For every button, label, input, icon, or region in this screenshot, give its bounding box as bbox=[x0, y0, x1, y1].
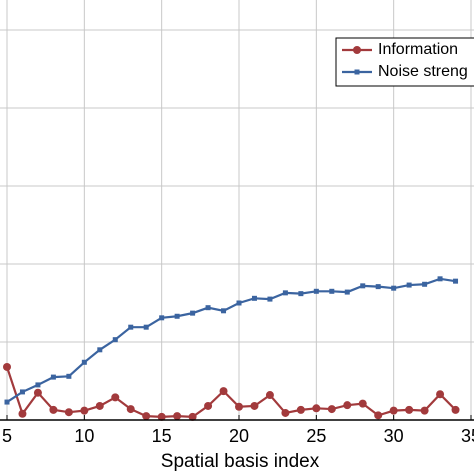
data-point bbox=[282, 290, 288, 296]
x-tick-label: 10 bbox=[74, 426, 94, 446]
data-point bbox=[437, 276, 443, 282]
data-point bbox=[221, 308, 227, 314]
x-tick-label: 5 bbox=[2, 426, 12, 446]
series-line bbox=[5, 366, 457, 418]
data-point bbox=[33, 388, 42, 397]
data-point bbox=[80, 406, 89, 415]
data-point bbox=[391, 285, 397, 291]
data-point bbox=[405, 405, 414, 414]
data-point bbox=[190, 310, 196, 316]
data-point bbox=[312, 404, 321, 413]
data-point bbox=[360, 283, 366, 289]
data-point bbox=[358, 399, 367, 408]
data-point bbox=[235, 402, 243, 411]
data-point bbox=[111, 393, 120, 402]
data-point bbox=[422, 281, 428, 287]
data-point bbox=[281, 408, 290, 417]
x-axis-label: Spatial basis index bbox=[161, 451, 320, 472]
data-point bbox=[81, 359, 87, 365]
data-point bbox=[112, 337, 118, 343]
data-point bbox=[35, 382, 41, 388]
data-point bbox=[251, 295, 257, 301]
data-point bbox=[142, 412, 151, 421]
data-point bbox=[18, 409, 27, 418]
data-point bbox=[157, 412, 166, 421]
data-point bbox=[174, 313, 180, 319]
data-point bbox=[344, 289, 350, 295]
data-point bbox=[250, 401, 259, 410]
data-point bbox=[453, 278, 459, 284]
x-tick-label: 35 bbox=[461, 426, 474, 446]
series-line bbox=[6, 277, 456, 403]
data-point bbox=[204, 401, 213, 410]
data-point bbox=[64, 408, 73, 417]
x-tick-label: 20 bbox=[229, 426, 249, 446]
data-point bbox=[375, 284, 381, 290]
data-point bbox=[49, 405, 58, 414]
data-point bbox=[4, 399, 10, 405]
legend-label: Noise streng bbox=[378, 63, 468, 80]
x-tick-label: 15 bbox=[152, 426, 172, 446]
data-point bbox=[95, 401, 104, 410]
data-point bbox=[66, 373, 72, 379]
data-point bbox=[436, 390, 445, 399]
data-point bbox=[19, 389, 25, 395]
data-point bbox=[420, 406, 429, 415]
data-point bbox=[296, 405, 305, 414]
data-point bbox=[173, 412, 182, 421]
legend-marker bbox=[354, 69, 360, 75]
data-point bbox=[265, 391, 274, 400]
data-point bbox=[50, 374, 56, 380]
data-point bbox=[205, 305, 211, 311]
data-point bbox=[406, 282, 412, 288]
data-point bbox=[126, 405, 135, 414]
data-point bbox=[329, 288, 335, 294]
data-point bbox=[97, 347, 103, 353]
x-tick-label: 30 bbox=[384, 426, 404, 446]
plot-area bbox=[3, 276, 460, 421]
data-point bbox=[159, 315, 165, 321]
data-point bbox=[343, 401, 352, 410]
x-tick-label: 25 bbox=[306, 426, 326, 446]
data-point bbox=[3, 362, 11, 371]
data-point bbox=[389, 406, 398, 415]
legend-marker bbox=[353, 46, 361, 54]
data-point bbox=[374, 411, 383, 420]
data-point bbox=[327, 405, 336, 414]
data-point bbox=[298, 291, 304, 297]
data-point bbox=[451, 405, 460, 414]
legend: Information Noise streng bbox=[335, 37, 474, 87]
data-point bbox=[143, 324, 149, 330]
data-point bbox=[219, 387, 228, 396]
data-point bbox=[236, 300, 242, 306]
data-point bbox=[313, 288, 319, 294]
data-point bbox=[128, 324, 134, 330]
legend-box bbox=[335, 37, 474, 87]
data-point bbox=[188, 412, 197, 421]
data-point bbox=[267, 296, 273, 302]
legend-label: Information bbox=[378, 41, 458, 58]
